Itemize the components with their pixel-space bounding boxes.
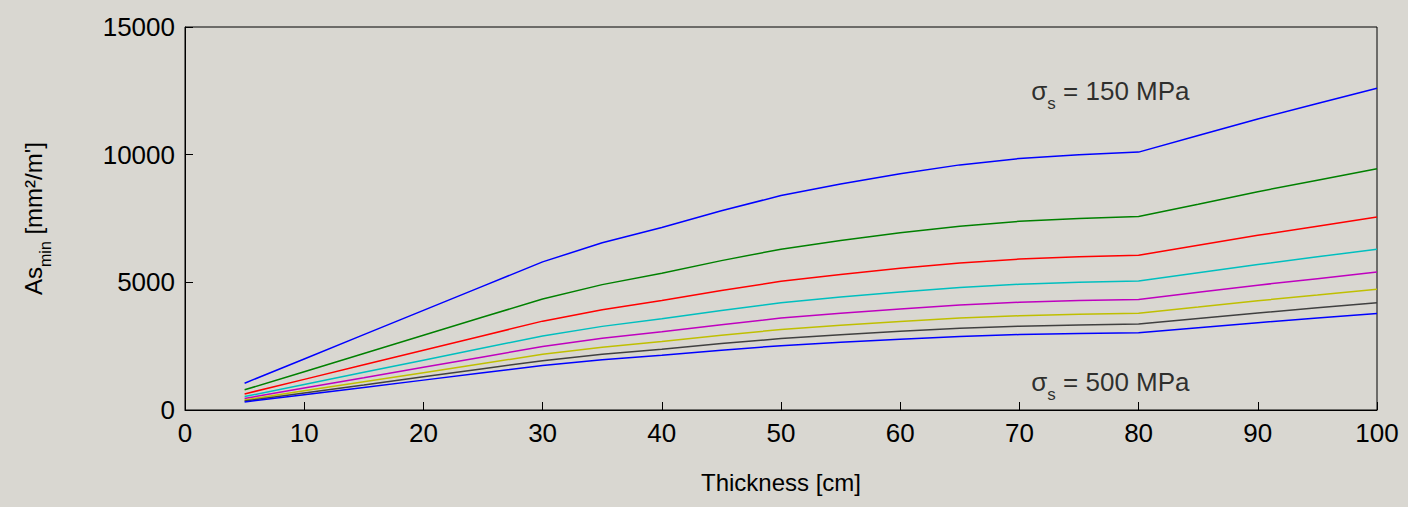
svg-text:50: 50 (767, 418, 796, 448)
svg-text:30: 30 (528, 418, 557, 448)
svg-text:= 150 MPa: = 150 MPa (1056, 76, 1190, 106)
svg-text:σ: σ (1031, 367, 1047, 397)
svg-text:0: 0 (178, 418, 192, 448)
svg-text:60: 60 (886, 418, 915, 448)
svg-text:100: 100 (1355, 418, 1398, 448)
svg-text:s: s (1047, 94, 1056, 113)
svg-text:[mm²/m']: [mm²/m'] (20, 142, 47, 241)
svg-text:As: As (20, 267, 47, 295)
svg-text:σ: σ (1031, 76, 1047, 106)
svg-text:0: 0 (161, 395, 175, 425)
svg-text:90: 90 (1243, 418, 1272, 448)
svg-text:80: 80 (1124, 418, 1153, 448)
svg-text:Thickness [cm]: Thickness [cm] (701, 469, 861, 496)
svg-text:70: 70 (1005, 418, 1034, 448)
svg-text:s: s (1047, 385, 1056, 404)
svg-text:min: min (37, 241, 54, 267)
svg-text:15000: 15000 (103, 12, 175, 42)
svg-text:10000: 10000 (103, 140, 175, 170)
svg-text:= 500 MPa: = 500 MPa (1056, 367, 1190, 397)
svg-text:10: 10 (290, 418, 319, 448)
svg-text:40: 40 (647, 418, 676, 448)
svg-text:5000: 5000 (117, 267, 175, 297)
svg-text:20: 20 (409, 418, 438, 448)
